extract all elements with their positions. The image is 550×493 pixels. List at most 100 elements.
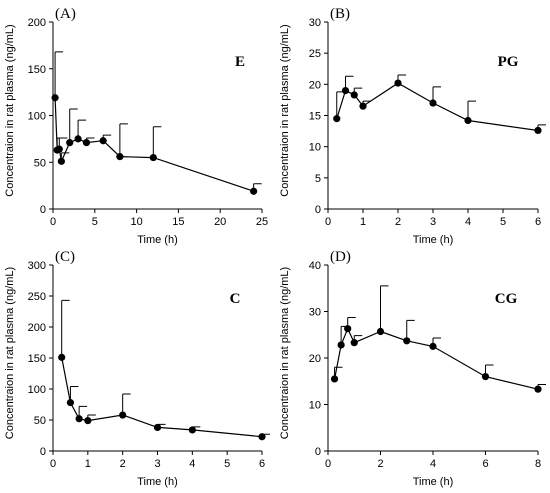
data-point <box>376 327 385 336</box>
data-point <box>119 411 127 419</box>
data-point <box>429 342 437 350</box>
x-tick-label: 0 <box>50 458 56 470</box>
x-axis-label: Time (h) <box>413 476 454 488</box>
series-line <box>336 82 539 132</box>
x-tick-label: 4 <box>465 216 471 228</box>
y-tick-label: 0 <box>40 204 46 216</box>
x-tick-label: 2 <box>377 458 383 470</box>
data-point <box>337 341 345 349</box>
error-bar <box>380 285 389 332</box>
y-tick-label: 0 <box>40 446 46 458</box>
y-tick-label: 0 <box>315 446 321 458</box>
data-point <box>534 385 542 393</box>
x-tick-label: 2 <box>395 216 401 228</box>
panel-label: (A) <box>55 6 76 22</box>
panel-label: (C) <box>55 249 75 265</box>
panel-tag: C <box>230 291 241 307</box>
panel-label: (B) <box>330 6 350 22</box>
x-tick-label: 3 <box>430 216 436 228</box>
chart-panel-3: 0 50 100 150 200 250 300 0 1 2 3 4 5 6 Time (h) Concent… <box>4 249 270 488</box>
x-tick-label: 0 <box>50 216 56 228</box>
x-tick-label: 3 <box>154 458 160 470</box>
data-point <box>99 137 107 145</box>
data-point <box>84 417 92 425</box>
y-axis-label: Concentraion in rat plasma (ng/mL) <box>279 24 291 196</box>
data-point <box>394 79 402 87</box>
chart-panel-1: 0 50 100 150 200 0 5 10 15 20 25 Time (h) Concentrai… <box>4 6 268 246</box>
x-tick-label: 1 <box>360 216 366 228</box>
x-axis-label: Time (h) <box>137 476 178 488</box>
data-point <box>250 187 258 195</box>
data-point <box>344 325 352 333</box>
chart-panel-2: 0 5 10 15 20 25 30 0 1 2 3 4 5 6 Time (h) Concentraion … <box>279 6 546 246</box>
panel-label: (D) <box>330 249 351 265</box>
data-point <box>82 139 91 147</box>
data-point <box>74 135 82 143</box>
x-tick-label: 10 <box>130 216 142 228</box>
x-axis-label: Time (h) <box>413 234 454 246</box>
y-tick-label: 150 <box>28 353 46 365</box>
y-tick-label: 20 <box>309 353 321 365</box>
y-tick-label: 10 <box>309 142 321 154</box>
y-tick-label: 5 <box>315 173 321 185</box>
data-point <box>75 415 83 423</box>
y-tick-label: 50 <box>34 415 46 427</box>
error-bar <box>152 126 162 158</box>
data-point <box>350 339 358 347</box>
y-tick-label: 300 <box>28 260 46 272</box>
x-tick-label: 0 <box>325 458 331 470</box>
x-tick-label: 0 <box>325 216 331 228</box>
data-point <box>403 337 411 345</box>
data-point <box>153 423 162 432</box>
y-tick-label: 30 <box>309 17 321 29</box>
data-point <box>66 399 75 407</box>
data-point <box>464 116 472 125</box>
x-tick-label: 4 <box>430 458 436 470</box>
x-tick-label: 6 <box>535 216 541 228</box>
x-tick-label: 4 <box>189 458 195 470</box>
x-tick-label: 2 <box>120 458 126 470</box>
x-tick-label: 15 <box>172 216 184 228</box>
y-tick-label: 100 <box>28 384 46 396</box>
panel-tag: PG <box>498 54 519 70</box>
data-point <box>51 94 59 102</box>
data-point <box>116 153 124 161</box>
y-axis-label: Concentraion in rat plasma (ng/mL) <box>4 24 16 196</box>
x-tick-label: 25 <box>256 216 268 228</box>
panel-tag: CG <box>495 291 518 307</box>
y-tick-label: 200 <box>28 322 46 334</box>
x-tick-label: 6 <box>482 458 488 470</box>
y-axis-label: Concentraion in rat plasma (ng/mL) <box>279 267 291 439</box>
y-tick-label: 50 <box>34 157 46 169</box>
y-tick-label: 250 <box>28 291 46 303</box>
x-tick-label: 5 <box>92 216 98 228</box>
data-point <box>429 99 437 107</box>
y-tick-label: 30 <box>309 307 321 319</box>
panel-tag: E <box>235 54 245 70</box>
error-bar <box>54 51 64 98</box>
data-point <box>534 126 542 135</box>
x-axis-label: Time (h) <box>137 234 178 246</box>
data-point <box>333 115 341 123</box>
chart-panel-4: 0 10 20 30 40 0 2 4 6 8 Time (h) Concentraion in ra… <box>279 249 546 488</box>
data-point <box>66 139 74 147</box>
error-bar <box>119 123 128 157</box>
y-tick-label: 15 <box>309 111 321 123</box>
data-point <box>341 86 350 95</box>
y-tick-label: 40 <box>309 260 321 272</box>
error-bar <box>61 299 70 358</box>
y-tick-label: 150 <box>28 64 46 76</box>
x-tick-label: 20 <box>214 216 226 228</box>
data-point <box>359 102 367 110</box>
y-tick-label: 0 <box>315 204 321 216</box>
x-tick-label: 6 <box>259 458 265 470</box>
y-axis-label: Concentraion in rat plasma (ng/mL) <box>4 267 16 439</box>
data-point <box>481 373 490 381</box>
y-tick-label: 200 <box>28 17 46 29</box>
x-tick-label: 5 <box>500 216 506 228</box>
x-tick-label: 5 <box>224 458 230 470</box>
x-tick-label: 8 <box>535 458 541 470</box>
x-tick-label: 1 <box>85 458 91 470</box>
y-tick-label: 25 <box>309 48 321 60</box>
